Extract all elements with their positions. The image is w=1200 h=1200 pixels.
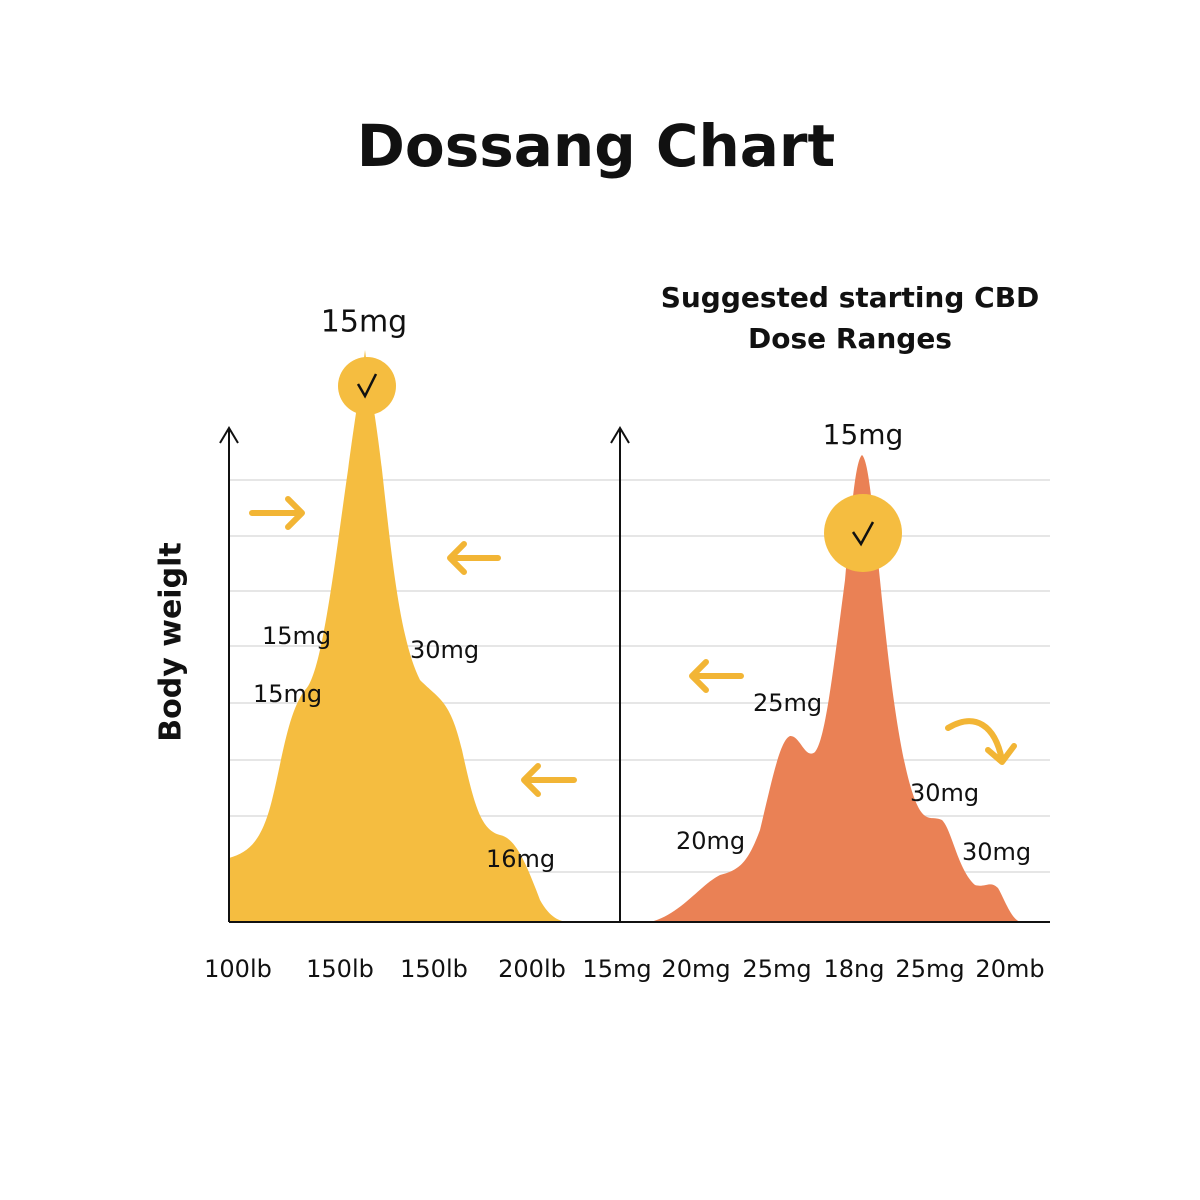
annotation: 30mg [910, 779, 979, 807]
annotation: 25mg [753, 689, 822, 717]
y-axis [610, 426, 630, 922]
check-icon [851, 521, 875, 547]
check-badge [824, 494, 902, 572]
peak-label: 15mg [823, 418, 904, 451]
x-tick-label: 20mb [975, 955, 1044, 983]
arrow [689, 659, 744, 693]
check-icon [356, 373, 378, 399]
x-tick-label: 18ng [824, 955, 885, 983]
peak-label: 15mg [321, 305, 407, 340]
title: Dossang Chart [357, 112, 836, 180]
x-tick-label: 25mg [742, 955, 811, 983]
check-badge [338, 357, 396, 415]
subtitle: Suggested starting CBD [661, 281, 1040, 314]
annotation: 15mg [262, 622, 331, 650]
left-area [229, 350, 570, 922]
x-tick-label: 200lb [498, 955, 566, 983]
x-tick-label: 20mg [661, 955, 730, 983]
arrow [945, 718, 1017, 765]
arrow [249, 496, 305, 530]
y-axis [219, 426, 239, 922]
annotation: 15mg [253, 680, 322, 708]
arrow [521, 763, 577, 797]
annotation: 20mg [676, 827, 745, 855]
annotation: 16mg [486, 845, 555, 873]
subtitle: Dose Ranges [748, 322, 952, 355]
annotation: 30mg [410, 636, 479, 664]
x-tick-label: 150lb [400, 955, 468, 983]
annotation: 30mg [962, 838, 1031, 866]
x-tick-label: 15mg [582, 955, 651, 983]
x-tick-label: 25mg [895, 955, 964, 983]
y-axis-label: Body weiglt [154, 542, 189, 741]
x-tick-label: 100lb [204, 955, 272, 983]
x-tick-label: 150lb [306, 955, 374, 983]
arrow [447, 541, 501, 575]
right-area [650, 455, 1022, 922]
